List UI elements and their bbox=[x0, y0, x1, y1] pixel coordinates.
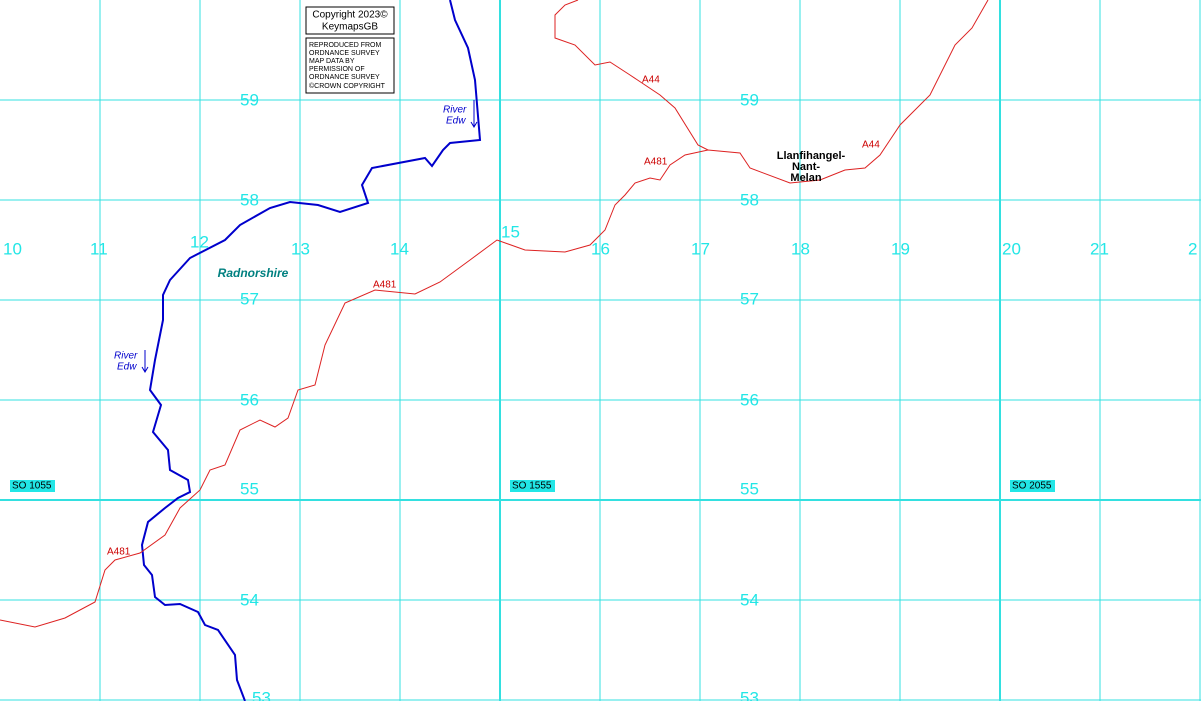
river-labels: River Edw River Edw bbox=[114, 100, 478, 373]
grid-refs: SO 1055 SO 1555 SO 2055 bbox=[10, 480, 1055, 492]
northing-label: 58 bbox=[240, 190, 259, 209]
place-label: Llanfihangel- bbox=[777, 150, 846, 162]
easting-label: 17 bbox=[691, 239, 710, 258]
northing-label: 53 bbox=[252, 688, 271, 701]
eastings: 10 11 12 13 14 15 16 17 18 19 20 21 2 bbox=[3, 222, 1197, 258]
notice-line: ORDNANCE SURVEY bbox=[309, 74, 380, 81]
northing-label: 57 bbox=[740, 289, 759, 308]
copyright-text: Copyright 2023© bbox=[312, 10, 388, 21]
place-label: Melan bbox=[790, 172, 821, 184]
northing-label: 55 bbox=[740, 479, 759, 498]
northing-label: 56 bbox=[240, 390, 259, 409]
easting-label: 16 bbox=[591, 239, 610, 258]
easting-label: 21 bbox=[1090, 239, 1109, 258]
road bbox=[0, 0, 989, 628]
northing-label: 55 bbox=[240, 479, 259, 498]
easting-label: 13 bbox=[291, 239, 310, 258]
copyright: Copyright 2023© KeymapsGB REPRODUCED FRO… bbox=[305, 6, 395, 94]
northing-label: 59 bbox=[240, 90, 259, 109]
road-label: A481 bbox=[373, 280, 397, 291]
easting-label: 15 bbox=[501, 222, 520, 241]
easting-label: 11 bbox=[90, 239, 108, 258]
northing-label: 56 bbox=[740, 390, 759, 409]
northing-label: 59 bbox=[740, 90, 759, 109]
road-label: A481 bbox=[644, 157, 668, 168]
easting-label: 12 bbox=[190, 232, 209, 251]
northing-label: 57 bbox=[240, 289, 259, 308]
road-labels: A44 A481 A44 A481 A481 bbox=[107, 75, 880, 558]
grid-ref: SO 2055 bbox=[1012, 481, 1052, 492]
county-label: Radnorshire bbox=[218, 266, 289, 280]
notice-line: MAP DATA BY bbox=[309, 58, 355, 65]
road-label: A481 bbox=[107, 547, 131, 558]
easting-label: 10 bbox=[3, 239, 22, 258]
place-label: Nant- bbox=[792, 161, 820, 173]
river-label: River bbox=[114, 351, 138, 362]
northing-label: 54 bbox=[740, 590, 759, 609]
river bbox=[140, 0, 482, 701]
copyright-text: KeymapsGB bbox=[322, 22, 378, 33]
easting-label: 19 bbox=[891, 239, 910, 258]
river-label: River bbox=[443, 105, 467, 116]
road bbox=[554, 0, 709, 151]
northings: 59 58 57 56 55 54 53 59 58 57 56 55 54 5… bbox=[240, 90, 759, 701]
northing-label: 54 bbox=[240, 590, 259, 609]
grid-ref: SO 1555 bbox=[512, 481, 552, 492]
place-labels: Llanfihangel- Nant- Melan Radnorshire bbox=[218, 150, 846, 280]
easting-label: 18 bbox=[791, 239, 810, 258]
river-label: Edw bbox=[446, 116, 466, 127]
notice-line: ©CROWN COPYRIGHT bbox=[309, 82, 386, 90]
river-label: Edw bbox=[117, 362, 137, 373]
notice-line: PERMISSION OF bbox=[309, 66, 365, 73]
grid-ref: SO 1055 bbox=[12, 481, 52, 492]
road-label: A44 bbox=[642, 75, 660, 86]
easting-label: 14 bbox=[390, 239, 409, 258]
northing-label: 58 bbox=[740, 190, 759, 209]
easting-label: 20 bbox=[1002, 239, 1021, 258]
easting-label: 2 bbox=[1188, 239, 1197, 258]
northing-label: 53 bbox=[740, 688, 759, 701]
notice-line: ORDNANCE SURVEY bbox=[309, 50, 380, 57]
notice-line: REPRODUCED FROM bbox=[309, 42, 382, 49]
road-label: A44 bbox=[862, 140, 880, 151]
